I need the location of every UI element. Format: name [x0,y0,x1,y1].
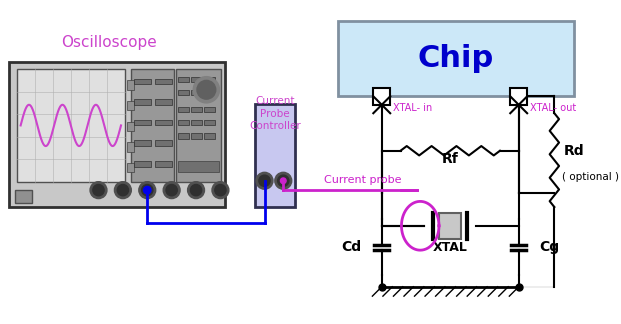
Text: Cg: Cg [540,240,560,254]
Bar [178,120,189,125]
Bar [204,77,215,82]
Bar [127,163,134,172]
Bar [191,77,202,82]
Circle shape [93,184,104,196]
Bar [178,161,219,172]
Bar [134,78,151,84]
Circle shape [278,175,289,186]
Bar [134,120,151,125]
Bar [127,80,134,90]
Text: Chip: Chip [418,44,494,73]
Bar [338,21,574,96]
Bar [178,90,189,95]
Text: Cd: Cd [341,240,361,254]
Circle shape [259,175,270,186]
Circle shape [281,178,286,184]
Text: Current
Probe
Controller: Current Probe Controller [249,96,301,131]
Bar [373,88,390,105]
Bar [155,120,171,125]
Bar [134,161,151,167]
Bar [131,69,173,182]
Bar [178,77,189,82]
Bar [155,99,171,105]
Bar [9,62,225,207]
Bar [191,107,202,112]
Text: Rf: Rf [442,152,459,166]
Circle shape [114,182,131,199]
Circle shape [212,182,229,199]
Circle shape [191,184,202,196]
Circle shape [163,182,180,199]
Bar [178,107,189,112]
Text: XTAL: XTAL [433,241,468,254]
Circle shape [256,172,273,189]
Bar [127,142,134,152]
Bar [134,99,151,105]
Circle shape [90,182,107,199]
Bar [17,69,125,182]
Bar [204,90,215,95]
Bar [176,69,221,182]
Bar [155,161,171,167]
Text: Rd: Rd [564,144,584,158]
Bar [439,213,461,239]
Circle shape [215,184,226,196]
Circle shape [139,182,156,199]
Bar [191,133,202,139]
Bar [191,90,202,95]
Circle shape [188,182,204,199]
Circle shape [193,77,219,103]
Circle shape [166,184,177,196]
Bar [178,133,189,139]
Circle shape [275,172,292,189]
Bar [204,120,215,125]
Text: XTAL- in: XTAL- in [393,103,432,113]
Bar [510,88,527,105]
Circle shape [143,186,151,194]
Bar [155,140,171,146]
Circle shape [142,184,153,196]
Bar [204,133,215,139]
Bar [127,101,134,110]
Circle shape [197,80,215,99]
Text: Current probe: Current probe [324,176,401,185]
Bar [127,122,134,131]
Bar [255,104,294,207]
Bar [191,120,202,125]
Bar [15,190,32,203]
Text: ( optional ): ( optional ) [562,172,619,182]
Bar [204,107,215,112]
Text: Oscilloscope: Oscilloscope [61,35,156,50]
Bar [155,78,171,84]
Bar [134,140,151,146]
Text: XTAL- out: XTAL- out [530,103,576,113]
Circle shape [117,184,129,196]
